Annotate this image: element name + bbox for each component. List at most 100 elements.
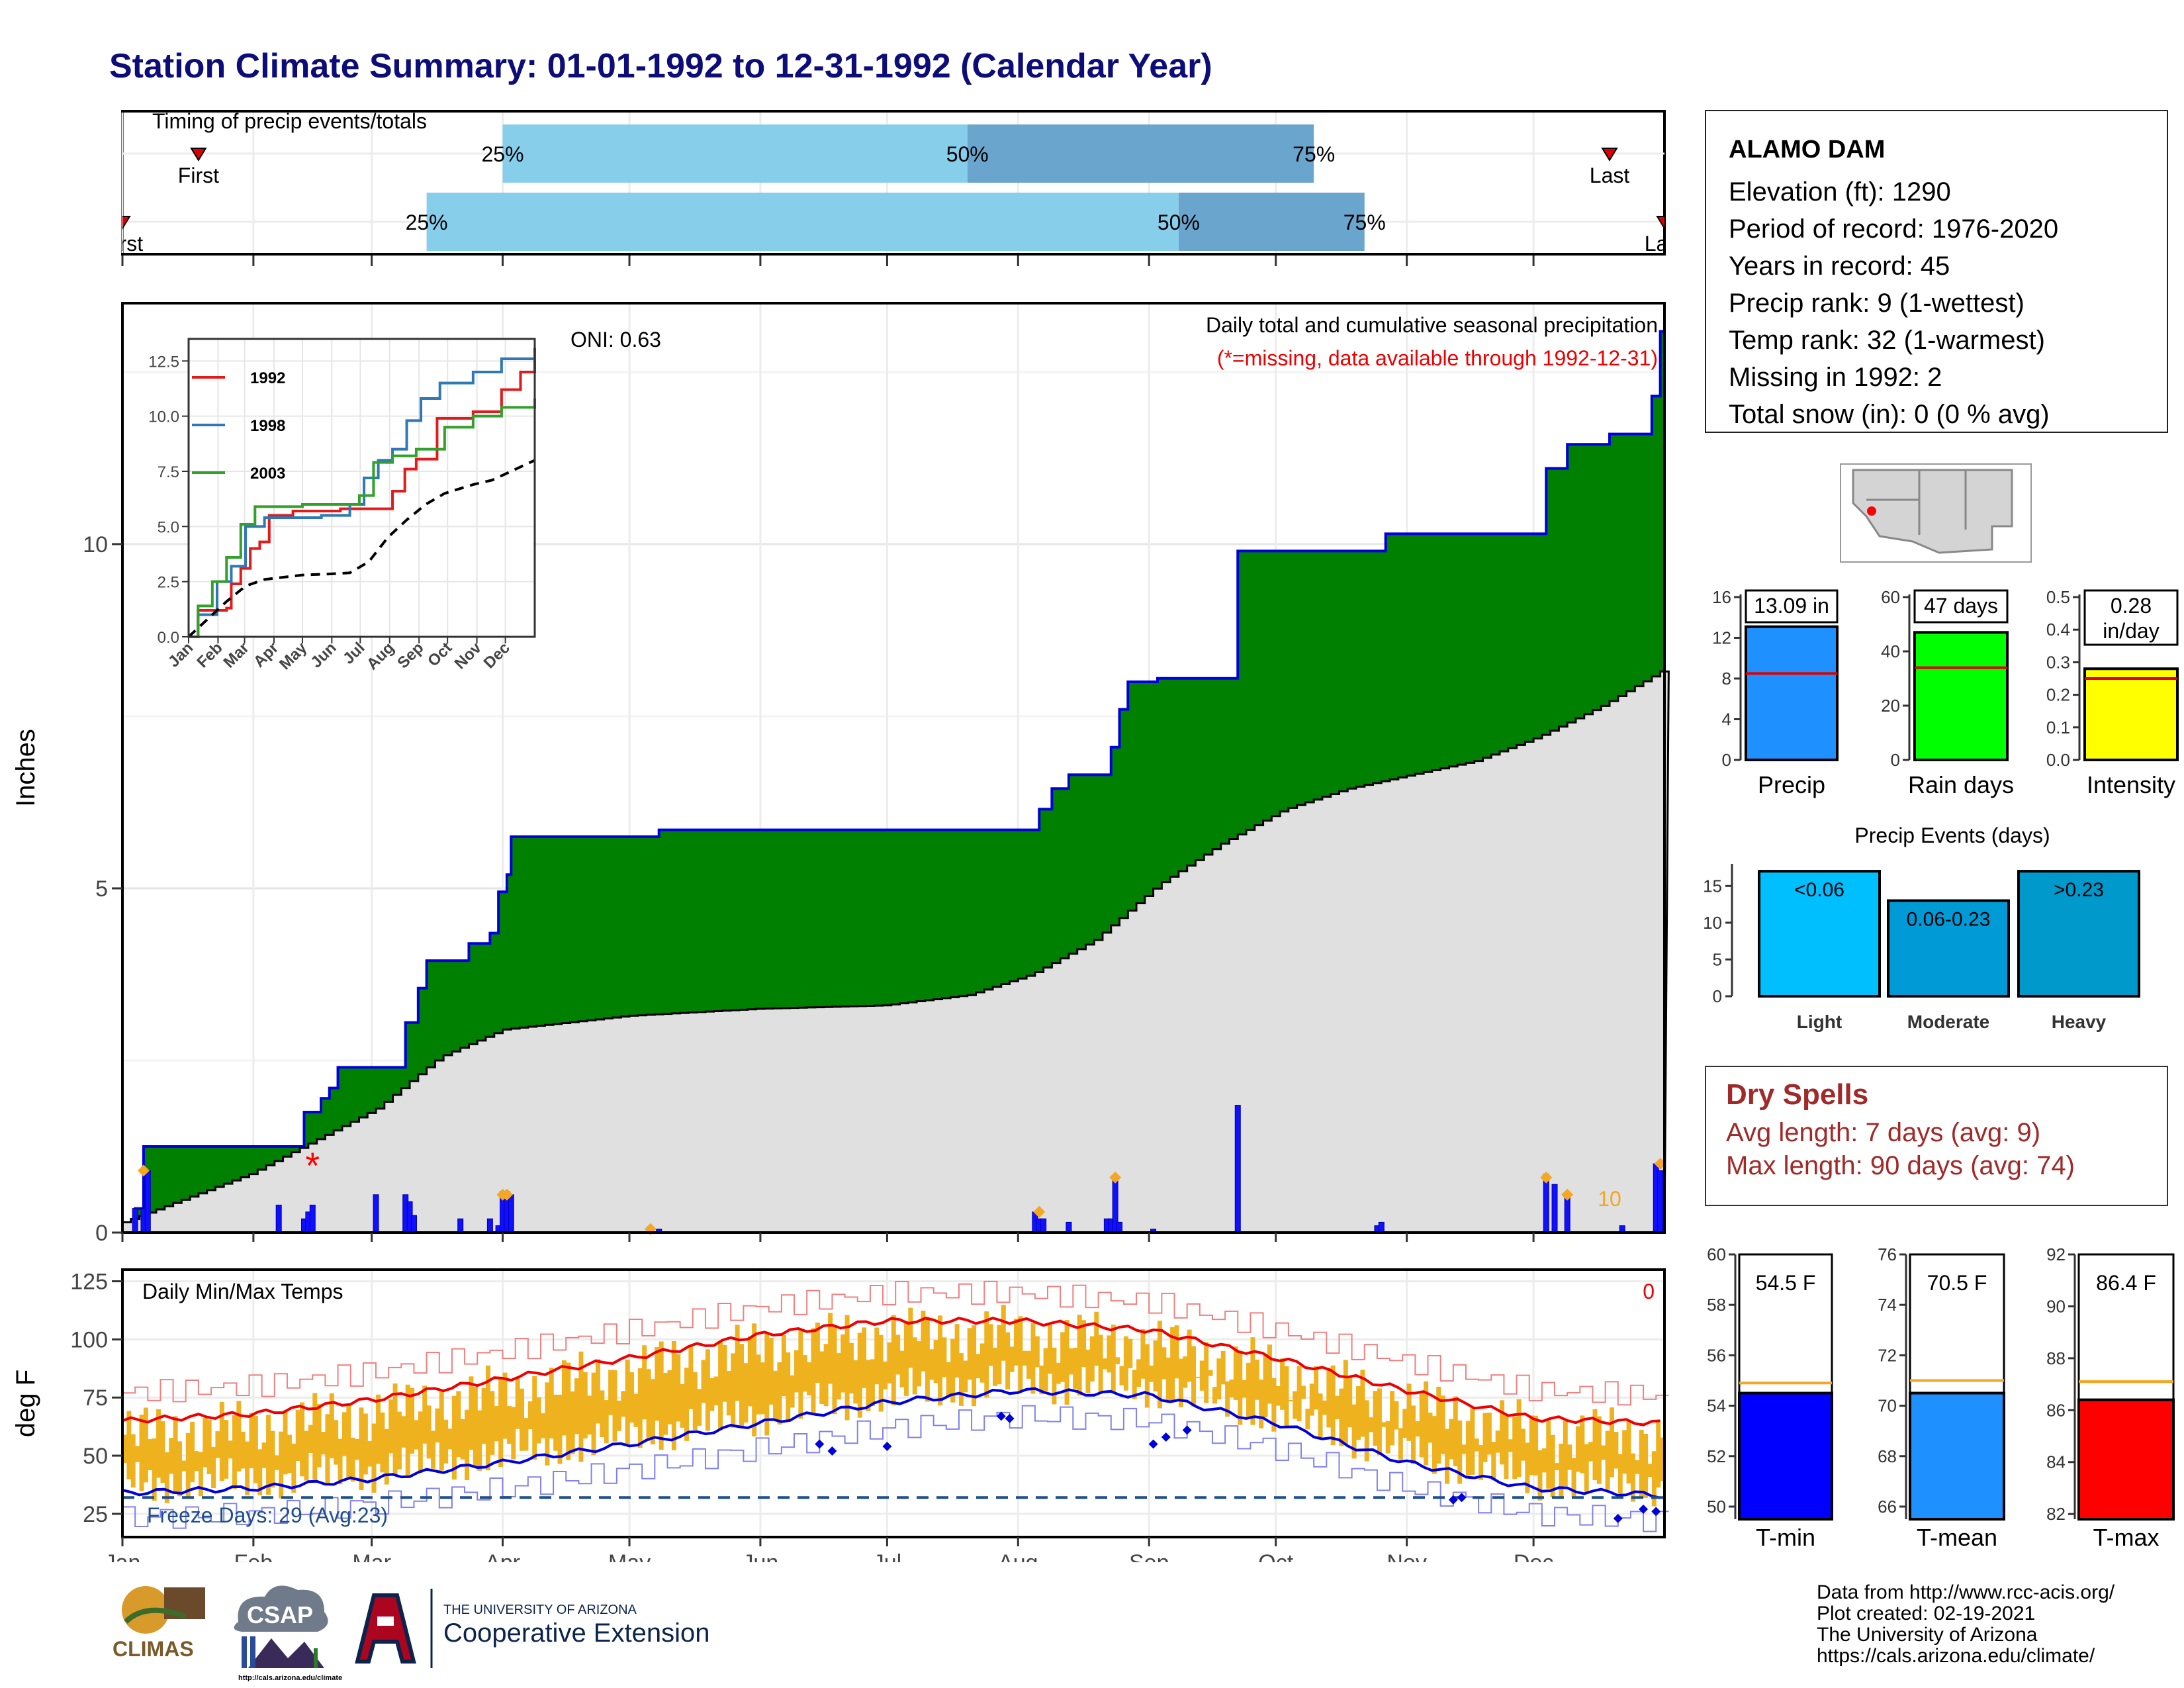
daily-temp-bar: [1369, 1417, 1374, 1432]
precip-panel: * 10 0 5 10 Inches ONI: 0.63 Daily total and cu…: [11, 302, 1670, 1246]
month-label: Dec: [1514, 1550, 1553, 1562]
timing-last-label: Last: [1645, 232, 1681, 256]
daily-temp-bar: [1445, 1429, 1450, 1484]
daily-temp-bar: [177, 1441, 182, 1497]
daily-temp-bar: [1094, 1311, 1099, 1366]
timing-bar-50-75: [1178, 193, 1365, 251]
temp-bar-t-mean: [1909, 1391, 2005, 1521]
daily-temp-bar: [891, 1315, 896, 1406]
daily-temp-bar: [722, 1344, 727, 1402]
temp-summary-tick-label: 72: [1878, 1345, 1897, 1365]
daily-temp-bar: [338, 1438, 343, 1485]
inset-series-line: [189, 399, 536, 638]
month-label: Jul: [873, 1550, 901, 1562]
daily-temp-bar: [979, 1343, 985, 1383]
daily-temp-bar: [135, 1446, 140, 1462]
inset-series-line: [189, 352, 536, 638]
credit-url: https://cals.arizona.edu/climate/: [1817, 1645, 2095, 1667]
credit-university: The University of Arizona: [1817, 1624, 2038, 1646]
daily-temp-bar: [1043, 1348, 1048, 1391]
daily-temp-bar: [380, 1412, 385, 1473]
precip-event-marker: [1540, 1171, 1553, 1184]
summary-bar-intensity: [2083, 667, 2179, 761]
temp-summary-tick-label: 54: [1707, 1396, 1726, 1416]
precip-y-tick-label: 0: [95, 1221, 108, 1246]
month-label: Oct: [1258, 1550, 1293, 1562]
daily-temp-bar: [494, 1405, 499, 1442]
daily-temp-bar: [637, 1368, 643, 1448]
summary-tick-label: 0.1: [2046, 718, 2070, 737]
daily-temp-bar: [739, 1344, 744, 1429]
precip-events-title: Precip Events (days): [1854, 823, 2050, 847]
daily-temp-bar: [1263, 1354, 1268, 1417]
daily-temp-bar: [976, 1354, 981, 1378]
daily-temp-bar: [160, 1421, 165, 1483]
daily-temp-bar: [346, 1405, 351, 1479]
summary-tick-label: 0.2: [2046, 685, 2070, 705]
summary-tick-label: 0.4: [2046, 620, 2070, 639]
daily-temp-bar: [270, 1430, 275, 1488]
daily-temp-bar: [993, 1347, 997, 1386]
daily-temp-bar: [883, 1361, 888, 1389]
daily-temp-bar: [1305, 1409, 1310, 1430]
daily-temp-bar: [1204, 1342, 1209, 1403]
daily-temp-bar: [895, 1335, 901, 1375]
daily-temp-bar: [917, 1341, 922, 1387]
daily-temp-bar: [709, 1378, 715, 1411]
daily-temp-bar: [1250, 1337, 1255, 1425]
daily-temp-bar: [1529, 1415, 1534, 1476]
daily-temp-bar: [972, 1325, 977, 1407]
daily-temp-bar: [1559, 1443, 1564, 1497]
daily-temp-bar: [963, 1360, 968, 1393]
temp-panel-label: Daily Min/Max Temps: [142, 1280, 343, 1303]
inset-y-tick-label: 10.0: [148, 408, 179, 426]
daily-temp-bar: [773, 1370, 778, 1421]
timing-bar-25-50: [502, 124, 968, 183]
inset-legend-label: 1992: [250, 369, 285, 387]
inset-y-tick-label: 0.0: [158, 629, 179, 647]
daily-temp-bar: [1520, 1429, 1525, 1461]
daily-temp-bar: [431, 1430, 435, 1469]
daily-temp-bar: [1385, 1421, 1390, 1454]
daily-temp-bar: [312, 1393, 318, 1480]
daily-temp-bar: [405, 1384, 410, 1476]
record-marker: [815, 1439, 825, 1449]
daily-temp-bar: [1516, 1399, 1522, 1477]
daily-temp-bar: [756, 1354, 761, 1415]
oni-label: ONI: 0.63: [570, 328, 661, 352]
daily-temp-bar: [224, 1420, 229, 1479]
daily-temp-bar: [633, 1393, 639, 1427]
daily-temp-bar: [1356, 1386, 1361, 1440]
precip-events-chart: Precip Events (days) 0 5 10 15 <0.06 Light 0.0…: [1703, 823, 2140, 1032]
daily-temp-bar: [561, 1360, 567, 1436]
daily-temp-bar: [655, 1346, 660, 1421]
daily-temp-bar: [841, 1334, 846, 1393]
daily-temp-bar: [1077, 1315, 1082, 1396]
elevation: Elevation (ft): 1290: [1729, 177, 1951, 207]
daily-temp-bar: [1128, 1338, 1133, 1368]
normal-precip-area: [121, 670, 1670, 1234]
precip-rank: Precip rank: 9 (1-wettest): [1729, 289, 2025, 318]
daily-temp-bar: [1630, 1453, 1635, 1502]
logos: CLIMAS CSAP http://cals.arizona.edu/clim…: [113, 1585, 709, 1681]
daily-temp-bar: [169, 1438, 174, 1474]
daily-temp-bar: [836, 1353, 841, 1400]
summary-value-unit: in/day: [2103, 619, 2159, 643]
daily-temp-bar: [1123, 1336, 1128, 1391]
month-label: Feb: [234, 1550, 273, 1562]
daily-temp-bar: [1651, 1451, 1657, 1507]
daily-temp-bar: [1233, 1346, 1238, 1400]
daily-temp-bar: [578, 1351, 584, 1462]
daily-temp-bar: [1187, 1329, 1192, 1382]
record-marker: [1448, 1495, 1458, 1505]
daily-temp-bar: [321, 1432, 326, 1455]
summary-value-box: [2083, 589, 2179, 646]
daily-temp-bar: [1212, 1387, 1217, 1404]
daily-temp-bar: [1107, 1335, 1112, 1373]
daily-temp-bar: [232, 1415, 237, 1489]
timing-pct-50: 50%: [946, 142, 989, 166]
daily-temp-bar: [1500, 1400, 1505, 1465]
ua-logo: THE UNIVERSITY OF ARIZONA Cooperative Ex…: [355, 1589, 709, 1668]
daily-temp-bar: [156, 1409, 161, 1478]
daily-temp-bar: [1491, 1442, 1496, 1481]
